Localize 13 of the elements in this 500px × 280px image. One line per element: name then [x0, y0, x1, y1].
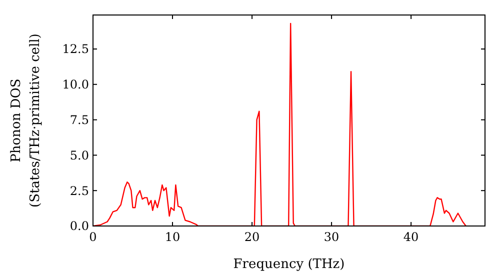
y-tick-label: 12.5	[62, 42, 89, 56]
x-axis-title: Frequency (THz)	[233, 257, 345, 272]
y-axis-title: Phonon DOS (States/THz·primitive cell)	[9, 33, 43, 208]
y-tick-label: 0.0	[70, 219, 89, 234]
x-tick-label: 10	[164, 230, 180, 244]
y-tick-label: 7.5	[70, 112, 89, 127]
x-tick-label: 30	[324, 230, 340, 244]
y-tick-label: 10.0	[62, 78, 89, 92]
y-tick-label: 5.0	[70, 148, 89, 162]
y-tick-label: 2.5	[70, 184, 89, 198]
x-tick-label: 20	[244, 230, 260, 244]
x-tick-label: 40	[403, 230, 419, 244]
x-tick-label: 0	[89, 230, 97, 244]
